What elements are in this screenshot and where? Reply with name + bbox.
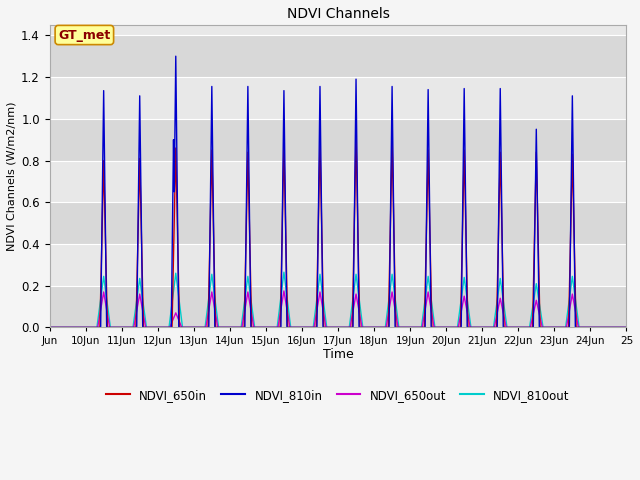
Bar [49, 77, 627, 119]
X-axis label: Time: Time [323, 348, 353, 361]
Legend: NDVI_650in, NDVI_810in, NDVI_650out, NDVI_810out: NDVI_650in, NDVI_810in, NDVI_650out, NDV… [101, 384, 575, 406]
Bar [49, 286, 627, 327]
Bar [49, 244, 627, 286]
Title: NDVI Channels: NDVI Channels [287, 7, 390, 21]
Text: GT_met: GT_met [58, 28, 111, 41]
Y-axis label: NDVI Channels (W/m2/nm): NDVI Channels (W/m2/nm) [7, 101, 17, 251]
Bar [49, 202, 627, 244]
Bar [49, 160, 627, 202]
Bar [49, 36, 627, 77]
Bar [49, 119, 627, 160]
